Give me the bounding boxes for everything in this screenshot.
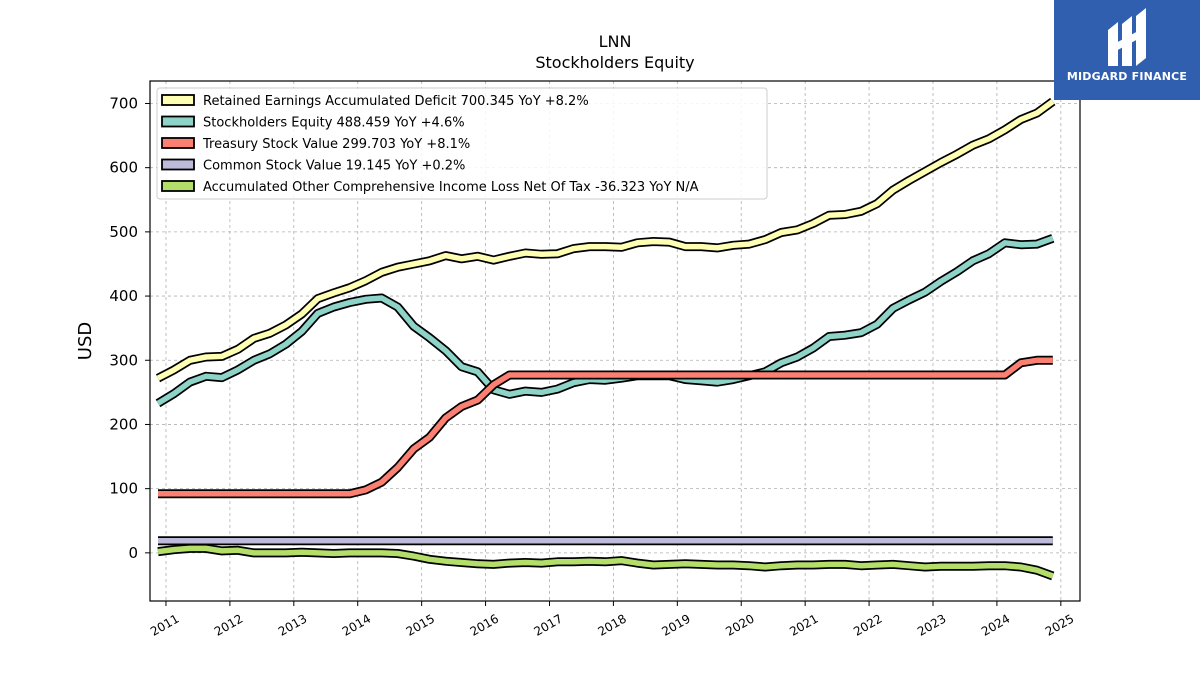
legend-entry: Common Stock Value 19.145 YoY +0.2% <box>203 159 465 174</box>
y-tick-label: 500 <box>109 223 138 241</box>
brand-logo: MIDGARD FINANCE <box>1054 0 1200 100</box>
x-tick-label: 2012 <box>212 611 245 638</box>
legend: Retained Earnings Accumulated Deficit 70… <box>156 87 768 200</box>
x-tick-label: 2016 <box>468 611 501 638</box>
legend-box <box>156 87 768 200</box>
y-tick-label: 700 <box>109 94 138 112</box>
legend-swatch <box>161 180 195 192</box>
y-tick-label: 600 <box>109 159 138 177</box>
y-axis-label: USD <box>75 322 96 360</box>
legend-entry: Accumulated Other Comprehensive Income L… <box>203 180 699 195</box>
legend-swatch <box>161 115 195 128</box>
x-tick-label: 2021 <box>787 611 820 638</box>
x-tick-label: 2013 <box>276 611 309 638</box>
x-tick-label: 2011 <box>148 611 181 638</box>
series-line <box>158 357 1053 497</box>
legend-entry: Treasury Stock Value 299.703 YoY +8.1% <box>202 137 470 152</box>
x-tick-label: 2023 <box>915 611 948 638</box>
x-tick-label: 2015 <box>404 611 437 638</box>
legend-swatch <box>161 158 195 171</box>
y-tick-label: 100 <box>109 480 138 498</box>
legend-entry: Stockholders Equity 488.459 YoY +4.6% <box>203 116 465 131</box>
series-line <box>157 545 1054 579</box>
chart-subtitle: Stockholders Equity <box>535 53 694 72</box>
y-tick-label: 0 <box>128 544 138 562</box>
x-tick-label: 2017 <box>532 611 565 638</box>
y-tick-label: 300 <box>109 351 138 369</box>
chart-title: LNN <box>599 32 632 51</box>
series-lines <box>155 97 1056 581</box>
plot-frame <box>149 80 1081 602</box>
legend-entry: Retained Earnings Accumulated Deficit 70… <box>203 94 589 109</box>
y-tick-label: 400 <box>109 287 138 305</box>
x-tick-label: 2025 <box>1043 611 1076 638</box>
legend-swatch <box>161 137 195 149</box>
y-tick-label: 200 <box>109 415 138 433</box>
series-line <box>156 99 1055 381</box>
series-line <box>156 235 1054 406</box>
x-tick-label: 2019 <box>659 611 692 638</box>
logo-text: MIDGARD FINANCE <box>1066 70 1188 83</box>
x-tick-label: 2024 <box>979 611 1012 638</box>
x-tick-label: 2018 <box>595 611 628 638</box>
logo-mark-icon <box>1108 8 1146 66</box>
legend-swatch <box>161 94 195 106</box>
x-tick-label: 2020 <box>723 611 756 638</box>
x-tick-label: 2022 <box>851 611 884 638</box>
x-tick-label: 2014 <box>340 611 373 638</box>
